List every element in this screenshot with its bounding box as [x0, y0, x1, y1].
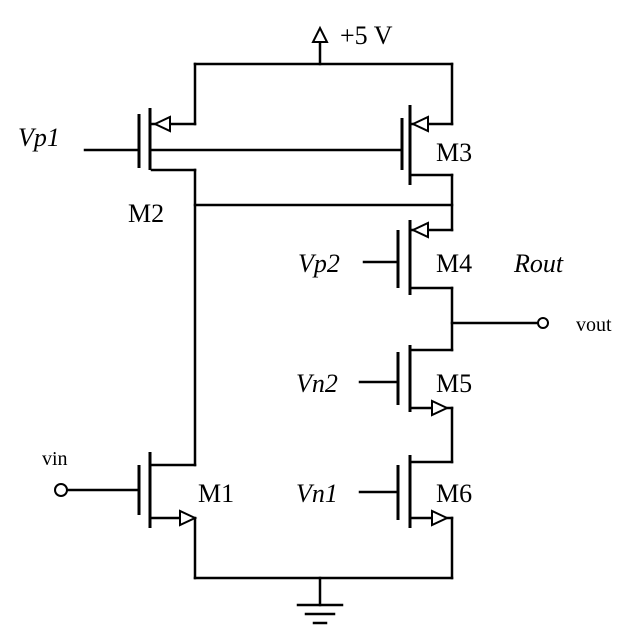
input-label: vin	[42, 448, 68, 470]
output-label: vout	[576, 314, 612, 336]
vp2-label: Vp2	[298, 249, 340, 278]
vp1-label: Vp1	[18, 123, 60, 152]
m1-label: M1	[198, 479, 234, 508]
m2-label: M2	[128, 199, 164, 228]
rout-label: Rout	[513, 249, 564, 278]
vn2-label: Vn2	[296, 369, 338, 398]
supply-label: +5 V	[340, 21, 393, 50]
m4-label: M4	[436, 249, 472, 278]
transistor-m1	[137, 452, 198, 580]
m3-label: M3	[436, 138, 472, 167]
transistor-m2	[137, 62, 197, 172]
m5-label: M5	[436, 369, 472, 398]
m6-label: M6	[436, 479, 472, 508]
transistor-m6	[396, 455, 454, 580]
ground-symbol	[296, 576, 344, 625]
input-terminal	[54, 483, 68, 497]
vn1-label: Vn1	[296, 479, 338, 508]
supply-symbol	[311, 25, 329, 66]
output-terminal	[537, 317, 549, 329]
transistor-m3	[400, 62, 454, 232]
transistor-m4	[396, 220, 454, 352]
transistor-m5	[396, 345, 454, 464]
